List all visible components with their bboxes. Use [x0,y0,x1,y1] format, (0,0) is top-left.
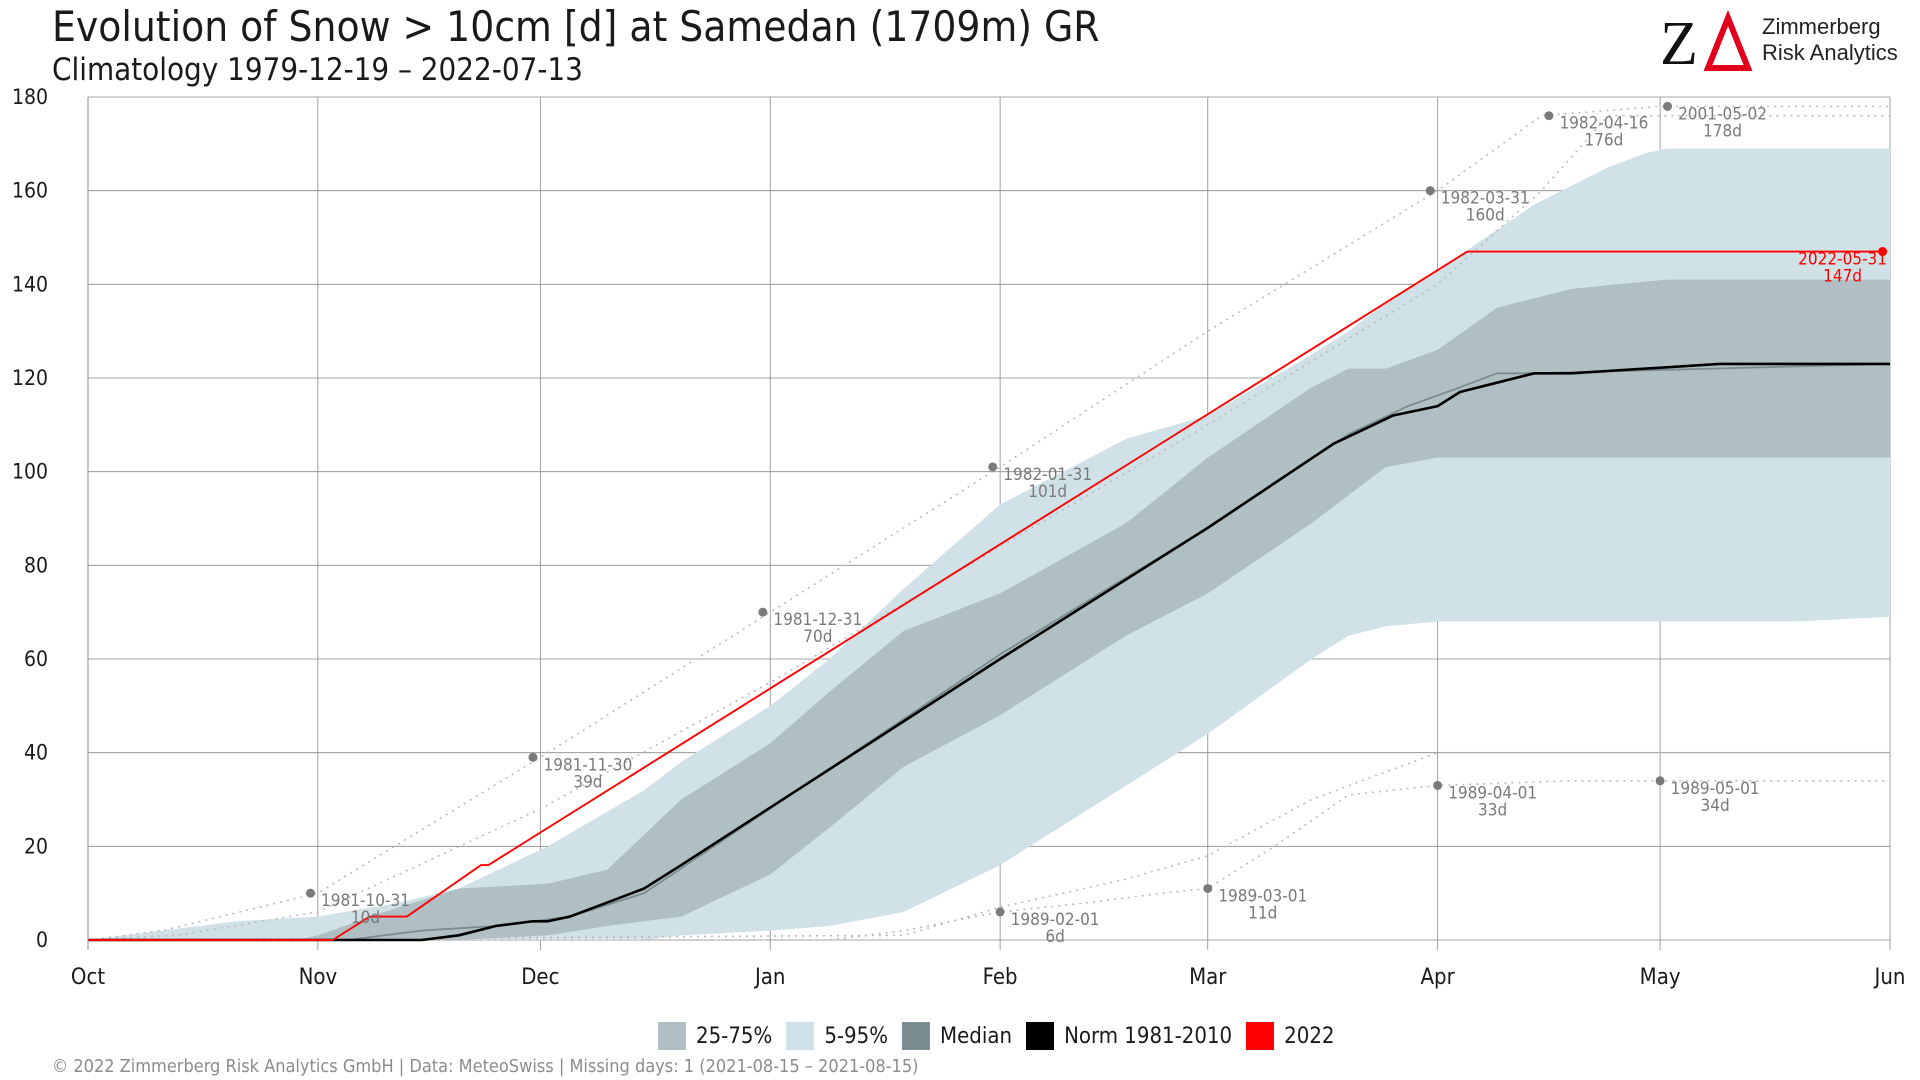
norm-line [88,362,1890,942]
annotation-date: 1989-05-01 [1671,779,1760,799]
band-p5-95 [88,148,1890,940]
y-tick-label: 60 [24,647,48,671]
annotation-point [1655,776,1665,786]
legend-item-p5-95: 5-95% [786,1022,888,1050]
annotation-point [1544,111,1554,121]
annotation-date: 1982-03-31 [1441,189,1530,209]
snow-days-chart: 0 20 40 60 80 100 120 140 160 180 Oct Nov Dec Jan Feb M… [12,85,1906,990]
annotation-value: 34d [1701,796,1730,816]
annotation-value: 11d [1248,903,1277,923]
annotation-date: 1981-11-30 [544,755,633,775]
annotation-date: 1981-10-31 [321,891,410,911]
median-line [88,363,1891,941]
y-tick-label: 40 [24,741,48,765]
annotation-value: 160d [1466,206,1505,226]
annotation-value: 39d [573,772,602,792]
legend-label-2022: 2022 [1284,1023,1335,1049]
annotation-date: 1989-02-01 [1011,910,1100,930]
x-tick-label: Mar [1189,965,1227,990]
annotation-date: 1989-03-01 [1218,886,1307,906]
annotation-date: 2022-05-31 [1798,250,1887,270]
annotation-value: 101d [1028,482,1067,502]
y-tick-label: 80 [24,553,48,577]
band-iqr [88,279,1890,940]
annotation-point [1663,101,1673,111]
x-tick-label: Feb [983,965,1018,990]
x-tick-label: Apr [1421,965,1456,990]
annotation-value: 178d [1703,121,1742,141]
legend-swatch-p5-95 [786,1022,815,1050]
footer-credits: © 2022 Zimmerberg Risk Analytics GmbH | … [52,1056,919,1077]
annotation-point [305,888,315,898]
season-2022-line [88,250,1883,941]
y-tick-label: 20 [24,834,48,858]
y-tick-label: 0 [36,928,48,952]
annotation-point [988,462,998,472]
annotation-point [528,752,538,762]
y-tick-label: 140 [12,272,48,296]
annotation-value: 70d [803,627,832,647]
series-lines [88,250,1891,942]
annotation-point [1425,186,1435,196]
annotation-point [1203,883,1213,893]
svg-text:Z: Z [1660,10,1698,72]
annotation-point [1433,780,1443,790]
x-tick-label: Dec [521,965,559,990]
company-name-line2: Risk Analytics [1762,40,1898,65]
annotation-date: 1989-04-01 [1448,783,1537,803]
zimmerberg-za-logo-icon: Z [1660,10,1753,72]
annotation-date: 1981-12-31 [773,610,862,630]
legend-item-norm: Norm 1981-2010 [1026,1022,1232,1050]
legend-swatch-iqr [658,1022,686,1050]
legend-item-2022: 2022 [1246,1022,1335,1050]
legend-item-iqr: 25-75% [658,1022,772,1050]
legend-label-iqr: 25-75% [696,1023,773,1049]
chart-subtitle: Climatology 1979-12-19 – 2022-07-13 [52,52,583,88]
annotation-point [1878,247,1888,257]
y-tick-label: 160 [12,179,48,203]
annotation-point [995,907,1005,917]
legend-label-median: Median [940,1023,1013,1049]
annotation-date: 1982-04-16 [1559,114,1648,134]
y-tick-label: 120 [12,366,48,390]
company-name-line1: Zimmerberg [1762,14,1881,39]
legend-item-median: Median [902,1022,1012,1050]
legend-swatch-median [902,1022,931,1050]
legend-label-norm: Norm 1981-2010 [1064,1023,1233,1049]
percentile-bands [88,148,1890,940]
y-tick-label: 180 [12,85,48,109]
company-name: Zimmerberg Risk Analytics [1762,14,1898,66]
annotation-value: 147d [1823,267,1862,287]
annotation-value: 33d [1478,800,1507,820]
legend-swatch-2022 [1246,1022,1275,1050]
x-tick-label: Oct [71,965,105,990]
annotation-point [758,607,768,617]
x-tick-label: Jun [1873,965,1906,990]
annotation-date: 2001-05-02 [1678,104,1767,124]
chart-title: Evolution of Snow > 10cm [d] at Samedan … [52,2,1100,51]
annotation-date: 1982-01-31 [1003,465,1092,485]
axes: 0 20 40 60 80 100 120 140 160 180 Oct Nov Dec Jan Feb M… [12,85,1906,990]
annotation-value: 6d [1045,927,1064,947]
legend: 25-75% 5-95% Median Norm 1981-2010 2022 [658,1020,1349,1052]
legend-swatch-norm [1026,1022,1055,1050]
x-tick-label: Jan [753,965,786,990]
x-tick-label: Nov [299,965,338,990]
legend-label-p5-95: 5-95% [824,1023,889,1049]
y-tick-label: 100 [12,460,48,484]
x-tick-label: May [1640,965,1681,990]
annotation-value: 176d [1584,131,1623,151]
annotation-value: 10d [351,908,380,928]
